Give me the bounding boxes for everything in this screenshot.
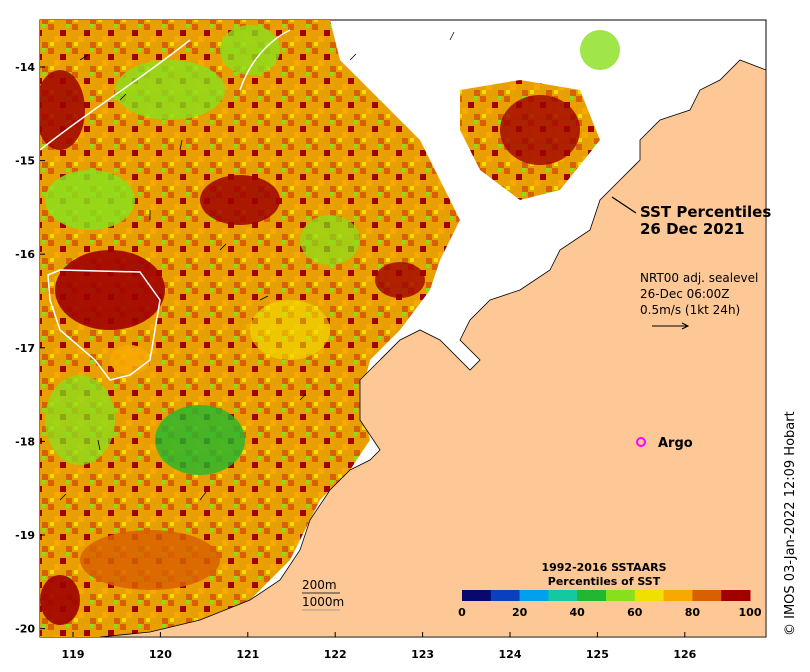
colorbar-tick-label: 40: [570, 606, 586, 619]
x-tick-label: 122: [324, 648, 347, 661]
argo-label: Argo: [658, 436, 693, 451]
x-tick-label: 120: [149, 648, 172, 661]
current-vectors: [59, 31, 455, 501]
x-axis: 119 120 121 122 123 124 125 126: [62, 632, 697, 661]
y-tick-label: -16: [15, 248, 35, 261]
sst-field: [40, 20, 460, 637]
current-label-line3: 0.5m/s (1kt 24h): [640, 303, 740, 317]
colorbar-tick-label: 60: [627, 606, 643, 619]
colorbar-segment: [634, 590, 665, 601]
x-tick-label: 125: [586, 648, 609, 661]
y-tick-label: -19: [15, 529, 35, 542]
colorbar-title-line2: Percentiles of SST: [548, 575, 661, 588]
x-tick-label: 121: [236, 648, 259, 661]
current-label-line1: NRT00 adj. sealevel: [640, 271, 758, 285]
y-tick-label: -17: [15, 342, 35, 355]
x-tick-label: 119: [62, 648, 85, 661]
colorbar-tick-label: 100: [739, 606, 762, 619]
colorbar-segment: [721, 590, 751, 601]
map-title-line2: 26 Dec 2021: [640, 220, 745, 238]
colorbar-title-line1: 1992-2016 SSTAARS: [541, 561, 666, 574]
x-tick-label: 126: [673, 648, 696, 661]
colorbar-segment: [663, 590, 693, 601]
y-tick-label: -20: [15, 623, 35, 636]
reference-vector: [652, 322, 690, 330]
x-tick-label: 123: [411, 648, 434, 661]
y-tick-label: -15: [15, 155, 35, 168]
colorbar-segment: [577, 590, 607, 601]
colorbar-segment: [462, 590, 492, 601]
x-tick-label: 124: [499, 648, 522, 661]
y-axis: -14 -15 -16 -17 -18 -19 -20: [15, 61, 45, 636]
colorbar-segment: [606, 590, 636, 601]
colorbar: [462, 590, 751, 601]
y-tick-label: -14: [15, 61, 35, 74]
colorbar-tick-label: 0: [458, 606, 466, 619]
depth-label-200: 200m: [302, 578, 337, 592]
map-title-line1: SST Percentiles: [640, 203, 771, 221]
colorbar-segment: [548, 590, 578, 601]
colorbar-ticks: 0 20 40 60 80 100: [458, 606, 762, 619]
colorbar-tick-label: 20: [512, 606, 528, 619]
argo-marker: [636, 437, 646, 447]
current-label-line2: 26-Dec 06:00Z: [640, 287, 729, 301]
isobath-contours: [40, 29, 291, 381]
y-tick-label: -18: [15, 435, 35, 448]
colorbar-segment: [519, 590, 549, 601]
colorbar-tick-label: 80: [685, 606, 701, 619]
land-mass: [99, 59, 766, 637]
credit-text: © IMOS 03-Jan-2022 12:09 Hobart: [783, 411, 798, 636]
colorbar-segment: [490, 590, 521, 601]
title-pointer: [611, 196, 637, 214]
depth-label-1000: 1000m: [302, 595, 344, 609]
colorbar-segment: [692, 590, 722, 601]
